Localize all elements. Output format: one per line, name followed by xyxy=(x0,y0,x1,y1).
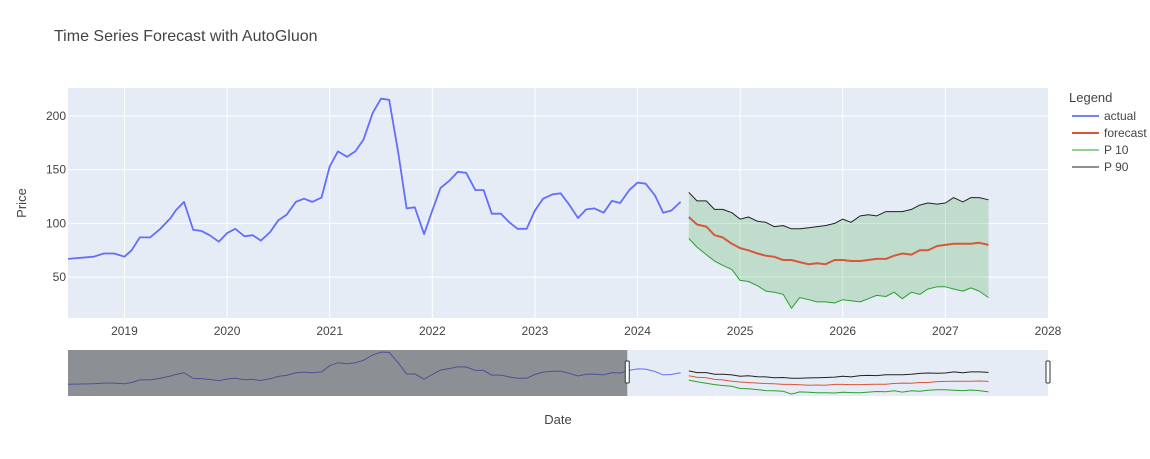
x-tick-label: 2022 xyxy=(419,324,446,338)
range-slider-right-handle[interactable] xyxy=(1045,360,1051,384)
range-slider-left-handle[interactable] xyxy=(624,360,630,384)
legend-item-p-10[interactable]: P 10 xyxy=(1104,143,1129,157)
slider-preview-line xyxy=(688,379,989,395)
confidence-band xyxy=(688,192,989,309)
series-lines xyxy=(67,97,989,309)
legend-item-actual[interactable]: actual xyxy=(1104,109,1136,123)
x-tick-label: 2020 xyxy=(214,324,241,338)
band-fill xyxy=(688,192,989,309)
x-tick-label: 2019 xyxy=(111,324,138,338)
chart-title: Time Series Forecast with AutoGluon xyxy=(54,28,318,45)
grid-lines xyxy=(68,88,1048,318)
y-tick-label: 200 xyxy=(46,109,66,123)
legend-title: Legend xyxy=(1069,90,1112,105)
y-tick-label: 150 xyxy=(46,163,66,177)
range-slider-mask xyxy=(68,350,628,396)
y-tick-label: 100 xyxy=(46,216,66,230)
slider-preview-line xyxy=(688,375,989,386)
slider-preview-line xyxy=(688,370,989,379)
legend: Legend actual forecast P 10 P 90 xyxy=(1069,90,1147,174)
x-tick-label: 2024 xyxy=(624,324,651,338)
y-tick-label: 50 xyxy=(53,270,67,284)
y-tick-labels: 50 100 150 200 xyxy=(46,109,66,284)
series-line-forecast xyxy=(688,216,989,266)
series-line-actual xyxy=(67,97,682,260)
x-tick-label: 2023 xyxy=(522,324,549,338)
plot-area xyxy=(68,88,1048,318)
x-tick-label: 2021 xyxy=(316,324,343,338)
x-tick-label: 2027 xyxy=(932,324,959,338)
x-tick-label: 2025 xyxy=(727,324,754,338)
y-axis-label: Price xyxy=(14,188,29,218)
series-line-p-90 xyxy=(688,191,989,230)
x-tick-label: 2028 xyxy=(1035,324,1062,338)
legend-item-p-90[interactable]: P 90 xyxy=(1104,160,1129,174)
x-axis-label: Date xyxy=(544,412,571,427)
x-tick-labels: 2019 2020 2021 2022 2023 2024 2025 2026 2027 2028 xyxy=(111,324,1062,338)
legend-item-forecast[interactable]: forecast xyxy=(1104,126,1147,140)
x-tick-label: 2026 xyxy=(829,324,856,338)
range-slider[interactable] xyxy=(67,350,1051,396)
series-line-p-10 xyxy=(688,238,989,309)
